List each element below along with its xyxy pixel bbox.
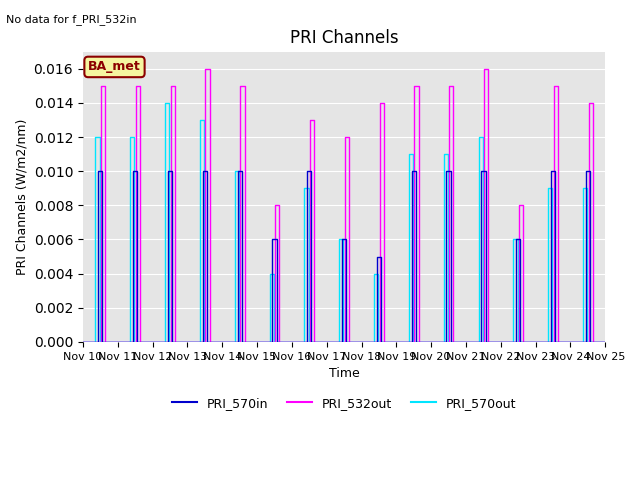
- X-axis label: Time: Time: [329, 367, 360, 380]
- Y-axis label: PRI Channels (W/m2/nm): PRI Channels (W/m2/nm): [15, 119, 28, 275]
- Title: PRI Channels: PRI Channels: [290, 29, 399, 48]
- Text: BA_met: BA_met: [88, 60, 141, 73]
- Legend: PRI_570in, PRI_532out, PRI_570out: PRI_570in, PRI_532out, PRI_570out: [167, 392, 522, 415]
- Text: No data for f_PRI_532in: No data for f_PRI_532in: [6, 14, 137, 25]
